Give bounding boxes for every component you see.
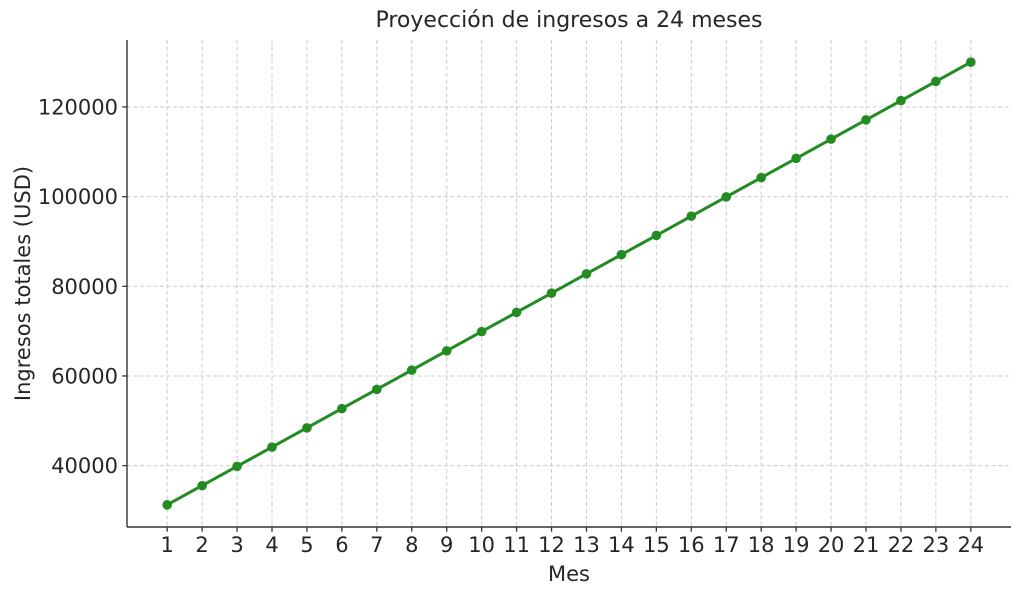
x-tick-label: 15: [643, 533, 670, 557]
data-point-month-9: [441, 346, 452, 356]
data-point-month-17: [721, 192, 732, 202]
x-tick-label: 6: [335, 533, 348, 557]
data-point-month-15: [651, 230, 662, 241]
x-tick-label: 24: [957, 533, 984, 557]
data-point-month-7: [372, 384, 382, 395]
y-tick-label: 40000: [51, 454, 118, 478]
x-tick-label: 17: [713, 533, 740, 557]
x-tick-label: 7: [370, 533, 383, 557]
data-point-month-4: [267, 442, 277, 452]
data-point-month-16: [686, 211, 697, 221]
y-tick-label: 120000: [38, 95, 118, 119]
data-point-month-3: [232, 461, 242, 472]
data-point-month-14: [616, 249, 627, 260]
x-tick-label: 11: [503, 533, 530, 557]
data-point-month-1: [162, 500, 172, 510]
data-point-month-19: [791, 153, 801, 164]
x-tick-label: 14: [608, 533, 635, 557]
x-tick-label: 9: [440, 533, 453, 557]
y-tick-label: 60000: [51, 364, 118, 388]
x-tick-label: 1: [160, 533, 173, 557]
x-tick-label: 18: [748, 533, 775, 557]
y-tick-label: 100000: [38, 185, 118, 209]
x-axis-label: Mes: [548, 562, 590, 586]
data-point-month-12: [546, 288, 557, 298]
data-point-month-6: [337, 403, 347, 414]
data-point-month-24: [966, 57, 976, 67]
x-tick-label: 21: [853, 533, 880, 557]
x-tick-label: 8: [405, 533, 418, 557]
x-tick-label: 19: [783, 533, 810, 557]
data-point-month-20: [826, 134, 836, 144]
x-tick-label: 22: [888, 533, 915, 557]
revenue-line: [165, 60, 973, 507]
x-tick-label: 4: [265, 533, 278, 557]
x-tick-label: 3: [230, 533, 243, 557]
data-point-month-13: [581, 269, 592, 279]
data-point-month-8: [406, 365, 417, 375]
x-tick-label: 2: [195, 533, 208, 557]
y-axis-label: Ingresos totales (USD): [11, 166, 35, 401]
x-tick-label: 13: [573, 533, 600, 557]
data-point-month-5: [302, 423, 312, 433]
y-tick-label: 80000: [51, 275, 118, 299]
x-tick-label: 10: [468, 533, 495, 557]
x-tick-label: 23: [923, 533, 950, 557]
data-point-month-10: [476, 326, 487, 337]
data-point-month-11: [511, 307, 522, 318]
data-point-month-22: [896, 95, 906, 106]
x-tick-label: 20: [818, 533, 845, 557]
chart-title: Proyección de ingresos a 24 meses: [375, 8, 762, 33]
x-tick-label: 5: [300, 533, 313, 557]
data-point-month-21: [861, 115, 871, 125]
data-point-month-2: [197, 480, 207, 491]
data-point-month-23: [931, 76, 941, 87]
x-tick-label: 12: [538, 533, 565, 557]
x-tick-label: 16: [678, 533, 705, 557]
data-point-month-18: [756, 172, 766, 183]
